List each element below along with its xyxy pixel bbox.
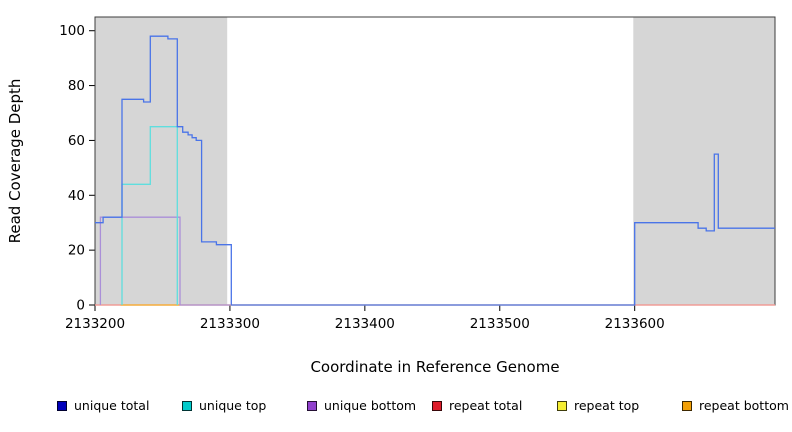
x-tick-label: 2133300 <box>200 316 260 332</box>
y-tick-label: 0 <box>76 298 85 314</box>
legend-item-repeat-bottom: repeat bottom <box>682 398 789 413</box>
y-tick-label: 60 <box>68 133 85 149</box>
legend-item-unique-top: unique top <box>182 398 266 413</box>
series-line-unique-bottom <box>99 216 230 306</box>
y-axis-label: Read Coverage Depth <box>6 79 24 244</box>
series-line-unique-total <box>95 35 775 306</box>
legend-swatch-unique-bottom <box>307 400 317 411</box>
masked-region <box>95 17 228 305</box>
chart-legend: unique total unique top unique bottom repea… <box>0 398 792 420</box>
legend-label: unique top <box>199 398 267 413</box>
legend-label: unique bottom <box>324 398 417 413</box>
legend-item-unique-total: unique total <box>57 398 149 413</box>
y-tick-label: 40 <box>68 188 85 204</box>
legend-item-unique-bottom: unique bottom <box>307 398 416 413</box>
y-tick-label: 100 <box>59 23 85 39</box>
legend-label: repeat total <box>449 398 523 413</box>
legend-swatch-repeat-top <box>557 400 567 411</box>
x-tick-label: 2133600 <box>605 316 665 332</box>
legend-label: repeat bottom <box>699 398 789 413</box>
x-axis-label: Coordinate in Reference Genome <box>310 358 559 376</box>
legend-item-repeat-total: repeat total <box>432 398 522 413</box>
legend-swatch-unique-top <box>182 400 192 411</box>
legend-swatch-repeat-bottom <box>682 400 692 411</box>
legend-swatch-repeat-total <box>432 400 442 411</box>
legend-item-repeat-top: repeat top <box>557 398 639 413</box>
masked-region <box>633 17 775 305</box>
legend-label: repeat top <box>574 398 640 413</box>
coverage-plot: 2133200 2133300 2133400 2133500 2133600 0 20 40… <box>6 16 776 376</box>
legend-swatch-unique-total <box>57 400 67 411</box>
x-tick-label: 2133500 <box>470 316 530 332</box>
y-tick-label: 20 <box>68 243 85 259</box>
x-tick-label: 2133400 <box>335 316 395 332</box>
y-tick-label: 80 <box>68 78 85 94</box>
x-tick-label: 2133200 <box>65 316 125 332</box>
legend-label: unique total <box>74 398 150 413</box>
